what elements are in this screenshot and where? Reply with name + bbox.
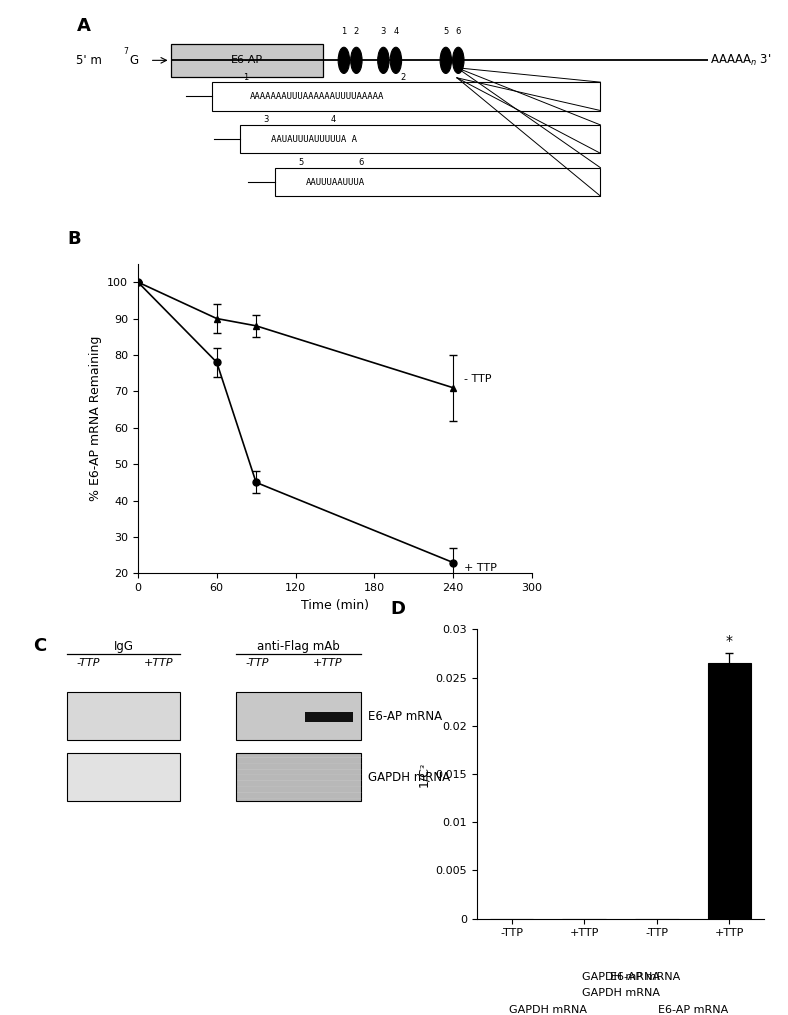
Bar (212, 82, 600, 111)
Text: GAPDH mRNA: GAPDH mRNA (582, 972, 660, 983)
Bar (67, 692, 180, 740)
Text: 2: 2 (354, 27, 359, 36)
Text: E6-AP mRNA: E6-AP mRNA (561, 972, 680, 983)
Text: 5: 5 (299, 158, 303, 167)
Bar (236, 692, 362, 740)
Text: E6-AP mRNA: E6-AP mRNA (368, 709, 442, 723)
X-axis label: Time (min): Time (min) (301, 599, 369, 612)
Text: AAAAAAAUUUAAAAAAUUUUAAAAA: AAAAAAAUUUAAAAAAUUUUAAAAA (251, 92, 385, 102)
Text: - TTP: - TTP (463, 374, 491, 384)
Text: 1: 1 (243, 72, 248, 81)
Text: +TTP: +TTP (144, 658, 173, 668)
Text: 5' m: 5' m (76, 54, 102, 67)
Text: AAUUUAAUUUA: AAUUUAAUUUA (306, 178, 365, 187)
Bar (305, 713, 353, 722)
Bar (236, 753, 362, 802)
Text: -TTP: -TTP (76, 658, 99, 668)
Text: GAPDH mRNA: GAPDH mRNA (368, 770, 450, 784)
Ellipse shape (390, 48, 402, 73)
Y-axis label: % E6-AP mRNA Remaining: % E6-AP mRNA Remaining (88, 336, 102, 501)
Text: 4: 4 (331, 116, 336, 124)
Text: GAPDH mRNA: GAPDH mRNA (509, 1005, 587, 1015)
Bar (67, 753, 180, 802)
Ellipse shape (377, 48, 389, 73)
Text: E6-AP: E6-AP (231, 56, 263, 65)
Bar (708, 663, 751, 919)
Text: 1: 1 (341, 27, 347, 36)
Text: 5: 5 (443, 27, 448, 36)
Text: 3: 3 (263, 116, 269, 124)
Text: E6-AP mRNA: E6-AP mRNA (658, 1005, 728, 1015)
Text: + TTP: + TTP (463, 563, 496, 573)
Text: *: * (726, 633, 733, 648)
Ellipse shape (440, 48, 452, 73)
Text: +TTP: +TTP (314, 658, 343, 668)
Text: 6: 6 (455, 27, 461, 36)
Ellipse shape (351, 48, 362, 73)
Text: 6: 6 (359, 158, 364, 167)
Text: A: A (77, 16, 91, 35)
Text: 2: 2 (400, 72, 406, 81)
Bar (240, 125, 600, 153)
Text: IgG: IgG (113, 640, 133, 654)
Text: anti-Flag mAb: anti-Flag mAb (258, 640, 340, 654)
Text: D: D (391, 600, 406, 618)
Ellipse shape (338, 48, 350, 73)
Text: B: B (67, 230, 80, 249)
Text: GAPDH mRNA: GAPDH mRNA (582, 988, 660, 998)
Text: 3: 3 (381, 27, 386, 36)
Text: 7: 7 (124, 47, 128, 56)
Y-axis label: 1/Cᵌ: 1/Cᵌ (417, 761, 429, 787)
Text: AAAAA$_n$ 3': AAAAA$_n$ 3' (710, 53, 771, 68)
Text: -TTP: -TTP (245, 658, 269, 668)
Text: 4: 4 (393, 27, 399, 36)
Bar (170, 44, 323, 77)
Text: C: C (34, 636, 46, 655)
Text: AAUAUUUAUUUUUA A: AAUAUUUAUUUUUA A (271, 135, 357, 144)
Text: G: G (129, 54, 138, 67)
Bar (274, 167, 600, 196)
Ellipse shape (452, 48, 464, 73)
